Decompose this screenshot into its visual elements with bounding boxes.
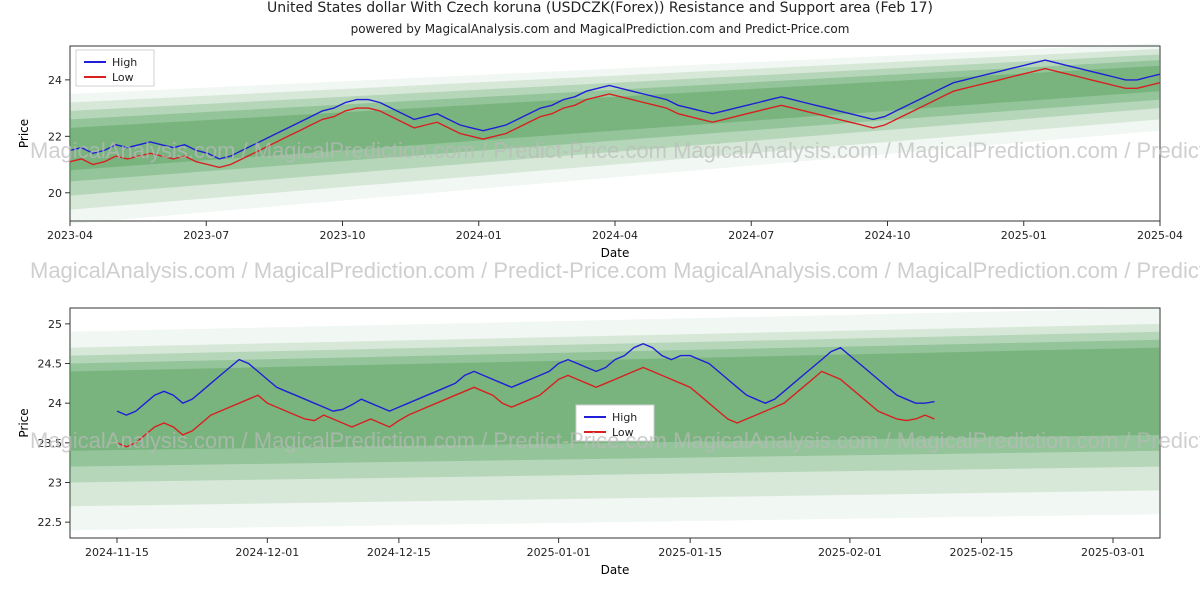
chart-stage: 20 22 24 Price 2023-04 2023-07 2023-10 2024-01 2… — [0, 36, 1200, 588]
watermark-text: MagicalAnalysis.com / MagicalPrediction.… — [30, 258, 1200, 283]
x-axis-label: Date — [601, 246, 630, 260]
x-tick-label: 2024-11-15 — [85, 546, 149, 559]
x-tick-label: 2025-04 — [1137, 229, 1183, 242]
legend: High Low — [576, 405, 654, 441]
legend-high-label: High — [112, 56, 137, 69]
x-tick-label: 2024-07 — [728, 229, 774, 242]
x-tick-label: 2025-01-15 — [658, 546, 722, 559]
y-tick-label: 24.5 — [38, 358, 63, 371]
x-tick-label: 2024-01 — [456, 229, 502, 242]
x-tick-label: 2024-10 — [865, 229, 911, 242]
x-tick-label: 2025-01-01 — [527, 546, 591, 559]
y-tick-label: 20 — [48, 187, 62, 200]
chart-subtitle: powered by MagicalAnalysis.com and Magic… — [0, 22, 1200, 36]
x-tick-label: 2023-04 — [47, 229, 93, 242]
y-tick-label: 24 — [48, 74, 62, 87]
x-tick-label: 2023-10 — [320, 229, 366, 242]
legend-low-label: Low — [612, 426, 634, 439]
legend-low-label: Low — [112, 71, 134, 84]
legend: High Low — [76, 50, 154, 86]
x-tick-label: 2025-02-01 — [818, 546, 882, 559]
y-tick-label: 24 — [48, 397, 62, 410]
y-axis-label: Price — [17, 119, 31, 148]
y-axis-label: Price — [17, 408, 31, 437]
x-tick-label: 2025-02-15 — [949, 546, 1013, 559]
x-tick-label: 2024-04 — [592, 229, 638, 242]
y-tick-label: 23 — [48, 476, 62, 489]
x-tick-label: 2024-12-01 — [235, 546, 299, 559]
chart-title: United States dollar With Czech koruna (… — [0, 0, 1200, 16]
y-tick-label: 25 — [48, 318, 62, 331]
x-tick-label: 2023-07 — [183, 229, 229, 242]
y-tick-label: 23.5 — [38, 437, 63, 450]
y-tick-label: 22 — [48, 130, 62, 143]
x-tick-label: 2025-01 — [1001, 229, 1047, 242]
legend-high-label: High — [612, 411, 637, 424]
x-axis-label: Date — [601, 563, 630, 577]
x-tick-label: 2025-03-01 — [1081, 546, 1145, 559]
y-tick-label: 22.5 — [38, 516, 63, 529]
x-tick-label: 2024-12-15 — [367, 546, 431, 559]
